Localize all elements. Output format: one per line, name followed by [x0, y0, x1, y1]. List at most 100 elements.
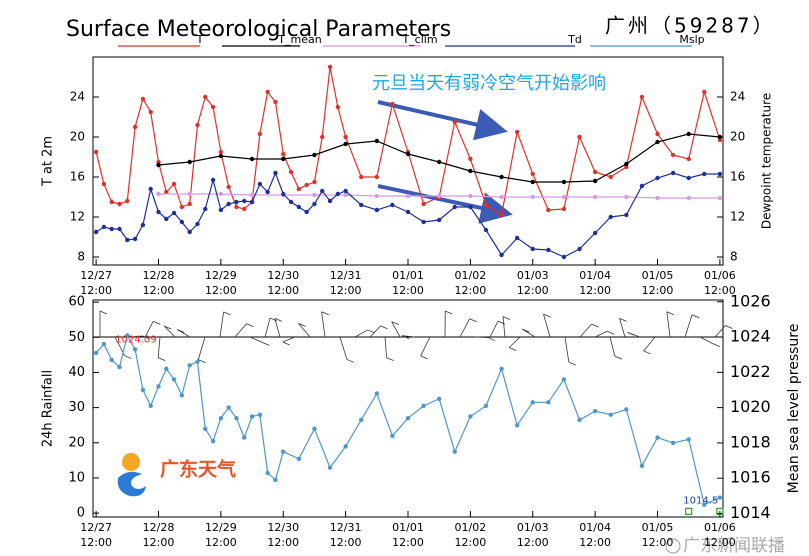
point: [546, 207, 551, 213]
wind-barb: [401, 335, 410, 339]
point: [203, 206, 208, 212]
wind-barb: [666, 311, 671, 338]
point: [195, 359, 200, 364]
point: [514, 129, 520, 135]
point: [273, 477, 278, 483]
wind-barb: [339, 336, 348, 360]
wind-barb: [606, 330, 615, 335]
point: [101, 181, 107, 187]
point: [187, 159, 192, 165]
point: [179, 393, 185, 398]
x-tick-label: 01/04 12:00: [579, 521, 611, 549]
point: [686, 437, 691, 442]
wind-barb: [579, 323, 592, 338]
wind-barb: [164, 325, 172, 330]
y2-tick-label: 16: [730, 170, 745, 184]
point: [670, 152, 676, 158]
point: [218, 416, 224, 421]
point: [655, 175, 660, 181]
point: [281, 156, 286, 162]
wind-barb: [543, 314, 551, 338]
point: [117, 364, 122, 370]
wind-barb: [420, 355, 428, 360]
wind-barb: [198, 359, 206, 364]
wind-barb: [522, 328, 530, 333]
point: [702, 171, 707, 177]
point: [670, 170, 676, 176]
point: [624, 194, 629, 200]
point: [624, 212, 629, 218]
point: [592, 194, 598, 200]
point: [374, 138, 380, 144]
point: [436, 159, 442, 165]
wind-barb: [197, 336, 206, 360]
y-tick-label: 16: [70, 170, 85, 184]
wind-barb: [369, 325, 381, 338]
point: [203, 94, 208, 100]
point: [468, 193, 473, 199]
point: [405, 209, 411, 215]
point: [93, 229, 99, 235]
point: [242, 198, 247, 204]
point: [483, 403, 489, 409]
rain-marker: [685, 507, 693, 515]
y-tick-label: 10: [68, 470, 85, 485]
point: [296, 186, 302, 192]
arrows: [377, 100, 513, 224]
y2-tick-label: 1026: [730, 291, 771, 310]
point: [249, 414, 255, 419]
point: [140, 222, 146, 228]
y-tick-label: 30: [68, 400, 85, 415]
point: [257, 131, 263, 137]
point: [164, 189, 169, 195]
point: [717, 195, 723, 201]
wind-barb: [712, 343, 720, 348]
point: [499, 174, 504, 180]
wind-barb: [177, 329, 185, 333]
wind-barb: [591, 323, 599, 328]
point: [281, 449, 286, 454]
point: [132, 347, 138, 352]
wind-barb: [124, 355, 132, 359]
point: [374, 174, 380, 180]
rain-marker: [716, 507, 724, 515]
arrow: [377, 100, 508, 141]
point: [327, 198, 333, 204]
wind-barb: [502, 316, 511, 320]
point: [421, 403, 426, 409]
y2-tick-label: 1014: [730, 503, 771, 522]
point: [101, 224, 107, 230]
point: [468, 204, 473, 210]
point: [468, 156, 473, 162]
point: [273, 170, 278, 176]
point: [242, 435, 247, 440]
wind-barb: [274, 317, 282, 322]
chart-title: Surface Meteorological Parameters: [66, 17, 451, 42]
point: [359, 174, 364, 180]
point: [234, 416, 239, 421]
wind-barb: [714, 325, 726, 338]
point: [343, 188, 348, 194]
point: [242, 206, 247, 212]
x-tick-label: 12/30 12:00: [267, 521, 299, 549]
logo-text: 广东天气: [160, 458, 236, 481]
wind-barb: [380, 325, 388, 330]
point: [249, 192, 255, 198]
point: [639, 94, 645, 100]
point: [592, 230, 598, 236]
wind-barb: [445, 310, 453, 315]
point: [655, 435, 660, 440]
point: [187, 229, 192, 235]
point: [281, 151, 286, 157]
wind-barb: [298, 323, 311, 338]
point: [359, 417, 364, 423]
point: [171, 181, 177, 187]
point: [117, 201, 122, 207]
point: [561, 377, 567, 382]
point: [273, 99, 278, 105]
point: [156, 209, 161, 215]
x-tick-label: 12/29 12:00: [205, 521, 237, 549]
legend-label: T: [196, 33, 204, 46]
point: [624, 161, 629, 167]
point: [265, 470, 270, 476]
